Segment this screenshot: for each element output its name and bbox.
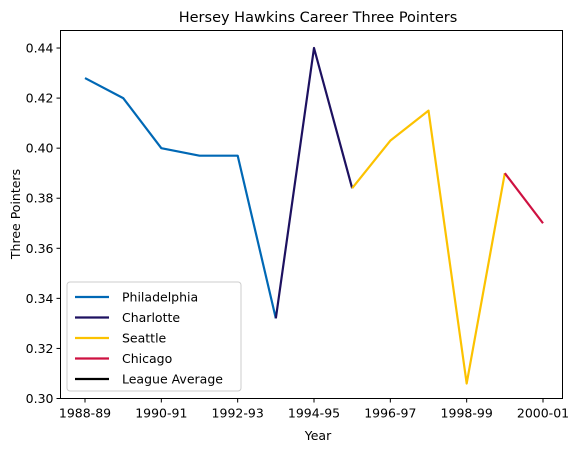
- legend-label: Seattle: [122, 331, 167, 346]
- y-tick-label: 0.40: [26, 141, 54, 156]
- y-tick-label: 0.44: [26, 41, 54, 56]
- legend-label: Charlotte: [122, 310, 180, 325]
- x-tick-label: 2000-01: [517, 406, 569, 421]
- legend-items: Philadelphia Charlotte Seattle Chicago Leagu…: [75, 290, 223, 387]
- y-tick-label: 0.42: [26, 91, 54, 106]
- x-tick-label: 1992-93: [212, 406, 264, 421]
- series-line-1: [274, 46, 354, 319]
- x-tick-label: 1996-97: [364, 406, 416, 421]
- y-tick-label: 0.36: [26, 241, 54, 256]
- plot-area-frame: [60, 30, 563, 399]
- legend-label: League Average: [122, 372, 223, 387]
- y-tick-label: 0.34: [26, 291, 54, 306]
- x-tick-label: 1994-95: [288, 406, 340, 421]
- series-line-0: [84, 77, 277, 319]
- x-tick-label: 1998-99: [441, 406, 493, 421]
- y-tick-label: 0.32: [26, 341, 54, 356]
- legend-label: Philadelphia: [122, 290, 198, 305]
- y-axis: 0.30 0.32 0.34 0.36 0.38 0.40 0.42 0.44: [26, 41, 61, 406]
- legend-label: Chicago: [122, 351, 172, 366]
- series-line-2: [351, 109, 506, 385]
- series-lines: [84, 46, 544, 385]
- chart-title: Hersey Hawkins Career Three Pointers: [179, 10, 458, 26]
- x-tick-label: 1990-91: [135, 406, 187, 421]
- y-tick-label: 0.38: [26, 191, 54, 206]
- x-tick-label: 1988-89: [59, 406, 111, 421]
- y-axis-label: Three Pointers: [8, 169, 23, 260]
- x-axis-label: Year: [304, 428, 332, 443]
- y-tick-label: 0.30: [26, 391, 54, 406]
- legend-box: [66, 281, 242, 392]
- x-axis: 1988-89 1990-91 1992-93 1994-95 1996-97 1998-…: [59, 398, 569, 421]
- legend: Philadelphia Charlotte Seattle Chicago Leagu…: [66, 281, 242, 392]
- series-line-3: [503, 172, 544, 224]
